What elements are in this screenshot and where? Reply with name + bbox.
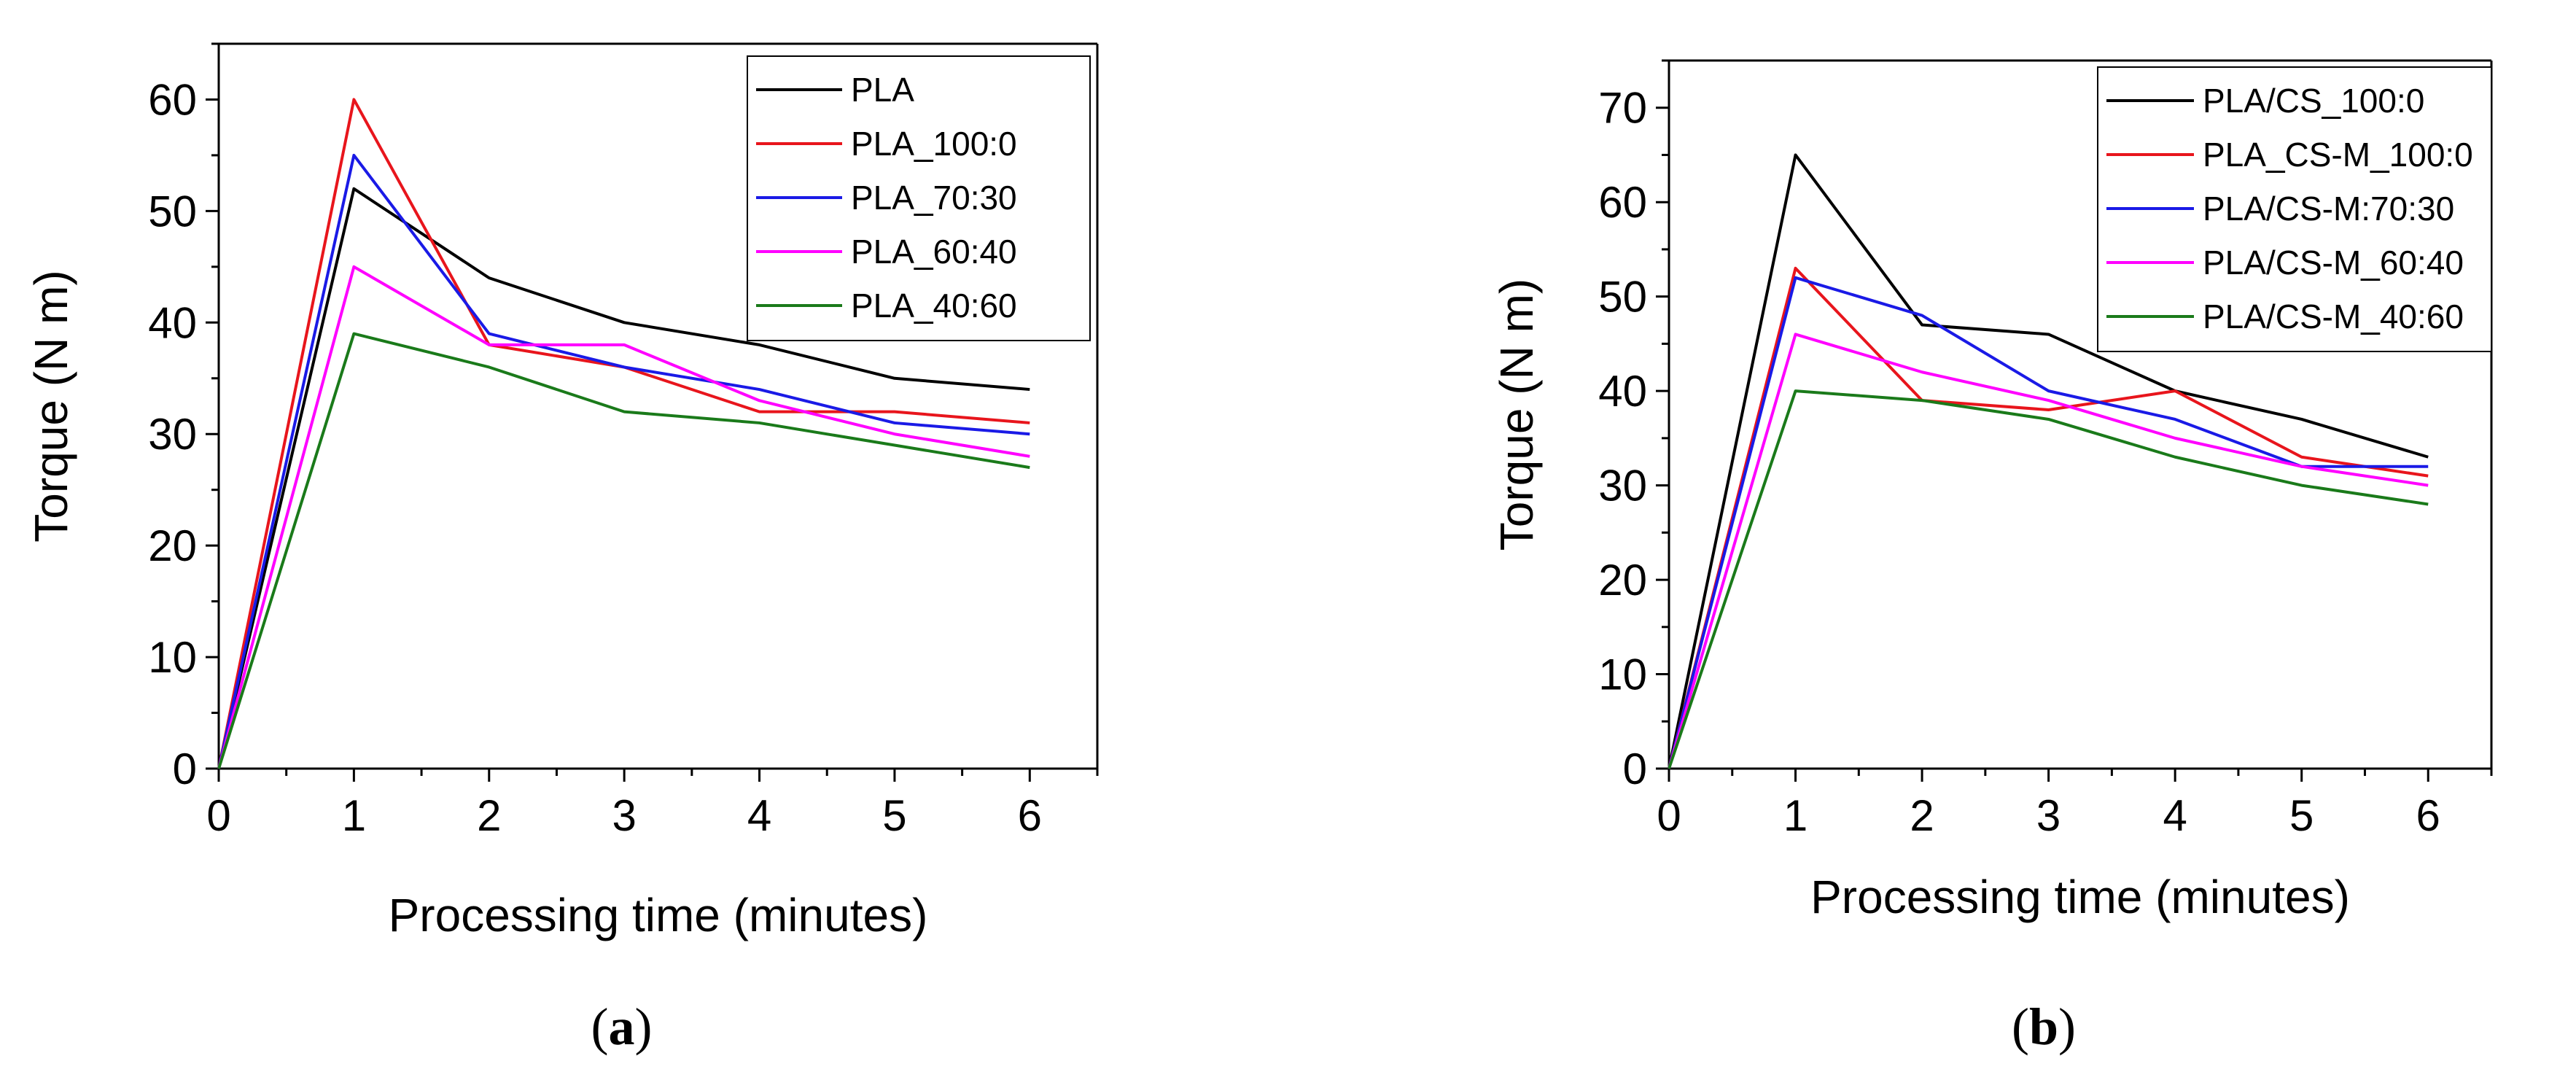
panel-label: (b) (2012, 998, 2076, 1056)
y-tick-label: 50 (148, 187, 197, 236)
legend-label: PLA/CS-M:70:30 (2203, 190, 2454, 228)
x-tick-label: 4 (2163, 791, 2187, 840)
series-line-1 (1668, 153, 2429, 769)
series-line-3 (217, 153, 1030, 769)
series-line-5 (217, 332, 1030, 769)
series-line-5 (1668, 389, 2429, 769)
y-tick-label: 10 (1598, 650, 1647, 699)
x-tick-label: 0 (1657, 791, 1681, 840)
series-line-4 (1668, 333, 2429, 769)
panel-letter: a (609, 998, 635, 1056)
x-tick-label: 1 (1783, 791, 1808, 840)
legend-label: PLA (851, 71, 914, 109)
x-tick-label: 3 (2036, 791, 2061, 840)
y-axis-title: Torque (N m) (25, 270, 77, 542)
y-tick-label: 60 (148, 75, 197, 124)
panel-letter: b (2029, 998, 2058, 1056)
x-tick-label: 6 (2416, 791, 2440, 840)
x-tick-label: 5 (882, 791, 906, 840)
x-axis-title: Processing time (minutes) (389, 889, 928, 941)
x-axis-title: Processing time (minutes) (1810, 871, 2350, 923)
y-tick-label: 40 (148, 298, 197, 347)
legend-label: PLA/CS_100:0 (2203, 82, 2424, 120)
y-tick-label: 10 (148, 633, 197, 682)
x-tick-label: 5 (2289, 791, 2314, 840)
x-tick-label: 4 (747, 791, 771, 840)
y-tick-label: 20 (148, 521, 197, 570)
panel-label: (a) (591, 998, 653, 1056)
x-tick-label: 6 (1018, 791, 1042, 840)
series-line-2 (1668, 266, 2429, 769)
y-tick-label: 30 (148, 410, 197, 459)
y-tick-label: 20 (1598, 556, 1647, 605)
y-tick-label: 50 (1598, 273, 1647, 322)
y-tick-label: 0 (173, 745, 197, 793)
legend-label: PLA_40:60 (851, 287, 1017, 325)
x-tick-label: 2 (477, 791, 501, 840)
y-tick-label: 0 (1623, 745, 1647, 793)
legend-label: PLA_100:0 (851, 125, 1017, 163)
y-tick-label: 30 (1598, 462, 1647, 510)
legend-label: PLA_70:30 (851, 179, 1017, 217)
legend-label: PLA_CS-M_100:0 (2203, 136, 2473, 174)
series-line-1 (217, 187, 1030, 769)
x-tick-label: 2 (1910, 791, 1934, 840)
y-tick-label: 60 (1598, 178, 1647, 227)
legend-label: PLA/CS-M_60:40 (2203, 244, 2464, 281)
x-tick-label: 1 (342, 791, 366, 840)
y-tick-label: 40 (1598, 367, 1647, 416)
series-line-4 (217, 265, 1030, 769)
y-axis-title: Torque (N m) (1490, 279, 1543, 551)
legend-label: PLA_60:40 (851, 233, 1017, 271)
x-tick-label: 3 (612, 791, 636, 840)
x-tick-label: 0 (206, 791, 230, 840)
y-tick-label: 70 (1598, 84, 1647, 133)
legend-label: PLA/CS-M_40:60 (2203, 298, 2464, 335)
